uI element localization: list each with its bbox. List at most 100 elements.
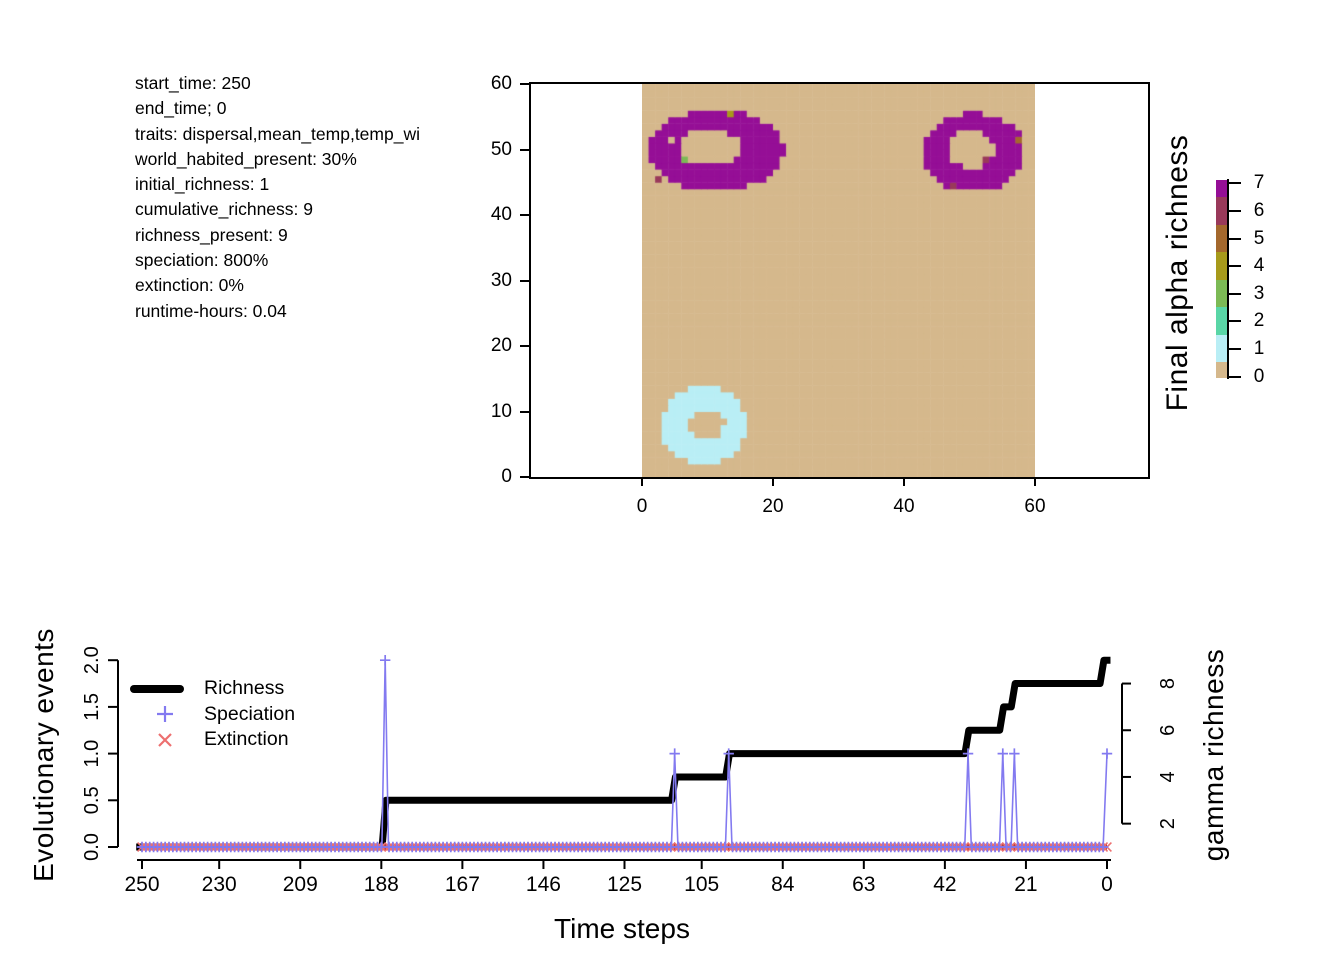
colorbar-tick — [1229, 265, 1241, 268]
map-y-tick-label: 30 — [490, 269, 512, 291]
map-y-tick — [520, 148, 529, 151]
colorbar-tick-label: 7 — [1253, 172, 1265, 194]
svg-text:2: 2 — [1157, 818, 1179, 829]
stat-speciation: speciation: 800% — [135, 250, 269, 271]
colorbar-segment-7 — [1216, 180, 1228, 198]
svg-text:1.0: 1.0 — [81, 740, 103, 768]
plus-marker-icon — [130, 703, 200, 725]
colorbar-segment-6 — [1216, 197, 1228, 225]
colorbar-tick — [1229, 237, 1241, 240]
richness-step-line — [136, 656, 1111, 851]
colorbar-segment-3 — [1216, 279, 1228, 308]
colorbar-tick-label: 3 — [1253, 282, 1265, 304]
x-marker-icon — [130, 729, 200, 751]
legend-label-speciation: Speciation — [204, 702, 296, 725]
map-y-tick — [520, 83, 529, 85]
colorbar-tick-label: 2 — [1253, 310, 1265, 332]
alpha-richness-colorbar — [1216, 180, 1228, 378]
svg-text:105: 105 — [684, 873, 719, 896]
map-y-tick-label: 50 — [490, 138, 512, 160]
y-axis-title: Evolutionary events — [28, 628, 59, 882]
legend-item-extinction: Extinction — [130, 727, 295, 753]
svg-text:4: 4 — [1157, 771, 1179, 782]
alpha-richness-map-frame — [529, 82, 1150, 479]
map-y-tick-label: 60 — [490, 73, 512, 94]
map-x-tick — [641, 477, 643, 486]
stat-traits: traits: dispersal,mean_temp,temp_wi — [135, 123, 420, 144]
legend-label-richness: Richness — [204, 677, 285, 700]
map-y-tick — [520, 410, 529, 413]
colorbar-segment-0 — [1216, 362, 1228, 378]
svg-text:167: 167 — [445, 873, 480, 896]
map-x-tick-label: 0 — [636, 496, 648, 517]
svg-text:125: 125 — [607, 873, 642, 896]
legend-item-speciation: Speciation — [130, 702, 295, 728]
map-y-tick — [520, 345, 529, 347]
stat-cumulative-richness: cumulative_richness: 9 — [135, 199, 313, 220]
map-y-tick — [520, 214, 529, 216]
svg-text:2.0: 2.0 — [81, 646, 103, 674]
map-y-tick — [520, 279, 529, 282]
map-y-tick-label: 40 — [490, 204, 512, 225]
colorbar-tick-label: 0 — [1253, 365, 1265, 387]
legend-label-extinction: Extinction — [204, 728, 289, 751]
colorbar-tick — [1229, 375, 1241, 378]
svg-text:0: 0 — [1101, 873, 1113, 896]
map-x-tick — [772, 477, 774, 486]
svg-text:63: 63 — [852, 873, 875, 896]
x-axis-title: Time steps — [554, 913, 690, 944]
svg-text:0.5: 0.5 — [81, 786, 103, 814]
colorbar-segment-4 — [1216, 252, 1228, 280]
colorbar-tick-label: 5 — [1253, 227, 1265, 249]
colorbar-tick — [1229, 292, 1241, 295]
svg-text:84: 84 — [771, 873, 795, 896]
svg-text:209: 209 — [283, 873, 318, 896]
alpha-richness-raster — [642, 84, 1035, 477]
colorbar-tick — [1229, 182, 1241, 185]
stat-extinction: extinction: 0% — [135, 275, 244, 296]
colorbar-tick-label: 4 — [1253, 255, 1265, 277]
svg-text:188: 188 — [364, 873, 399, 896]
svg-text:42: 42 — [933, 873, 956, 896]
map-x-tick-label: 40 — [893, 496, 915, 517]
stat-start-time: start_time: 250 — [135, 73, 251, 93]
svg-text:250: 250 — [124, 873, 159, 896]
speciation-markers — [136, 655, 1113, 853]
svg-text:21: 21 — [1014, 873, 1037, 896]
stat-initial-richness: initial_richness: 1 — [135, 174, 270, 195]
stat-runtime: runtime-hours: 0.04 — [135, 300, 287, 321]
colorbar-axis-line — [1227, 179, 1229, 379]
simulation-stats-block: start_time: 250 end_time; 0 traits: disp… — [135, 71, 464, 324]
map-y-tick-label: 0 — [501, 466, 512, 487]
map-x-tick — [1034, 477, 1036, 486]
stat-richness-present: richness_present: 9 — [135, 224, 288, 245]
svg-text:0.0: 0.0 — [81, 833, 103, 861]
map-x-tick-label: 20 — [762, 496, 784, 517]
svg-text:230: 230 — [202, 873, 237, 896]
colorbar-tick — [1229, 320, 1241, 323]
colorbar-tick-label: 6 — [1253, 199, 1265, 221]
colorbar-tick-label: 1 — [1253, 338, 1265, 360]
map-x-tick-label: 60 — [1024, 496, 1046, 517]
map-x-tick — [903, 477, 905, 486]
svg-text:1.5: 1.5 — [81, 693, 103, 721]
map-y-tick-label: 20 — [490, 335, 512, 356]
svg-text:6: 6 — [1157, 725, 1179, 736]
svg-text:8: 8 — [1157, 678, 1179, 689]
timeline-legend: Richness Speciation Extinction — [130, 676, 295, 753]
colorbar-tick — [1229, 348, 1241, 351]
svg-text:146: 146 — [526, 873, 561, 896]
map-y-tick — [520, 476, 529, 478]
colorbar-segment-1 — [1216, 334, 1228, 363]
y2-axis-title: gamma richness — [1198, 648, 1229, 862]
richness-line-swatch — [130, 684, 200, 693]
stat-world-habited: world_habited_present: 30% — [135, 148, 357, 169]
colorbar-segment-5 — [1216, 224, 1228, 253]
colorbar-segment-2 — [1216, 307, 1228, 335]
stat-end-time: end_time; 0 — [135, 98, 227, 119]
map-y-tick-label: 10 — [490, 400, 512, 422]
colorbar-tick — [1229, 209, 1241, 212]
legend-item-richness: Richness — [130, 676, 295, 702]
